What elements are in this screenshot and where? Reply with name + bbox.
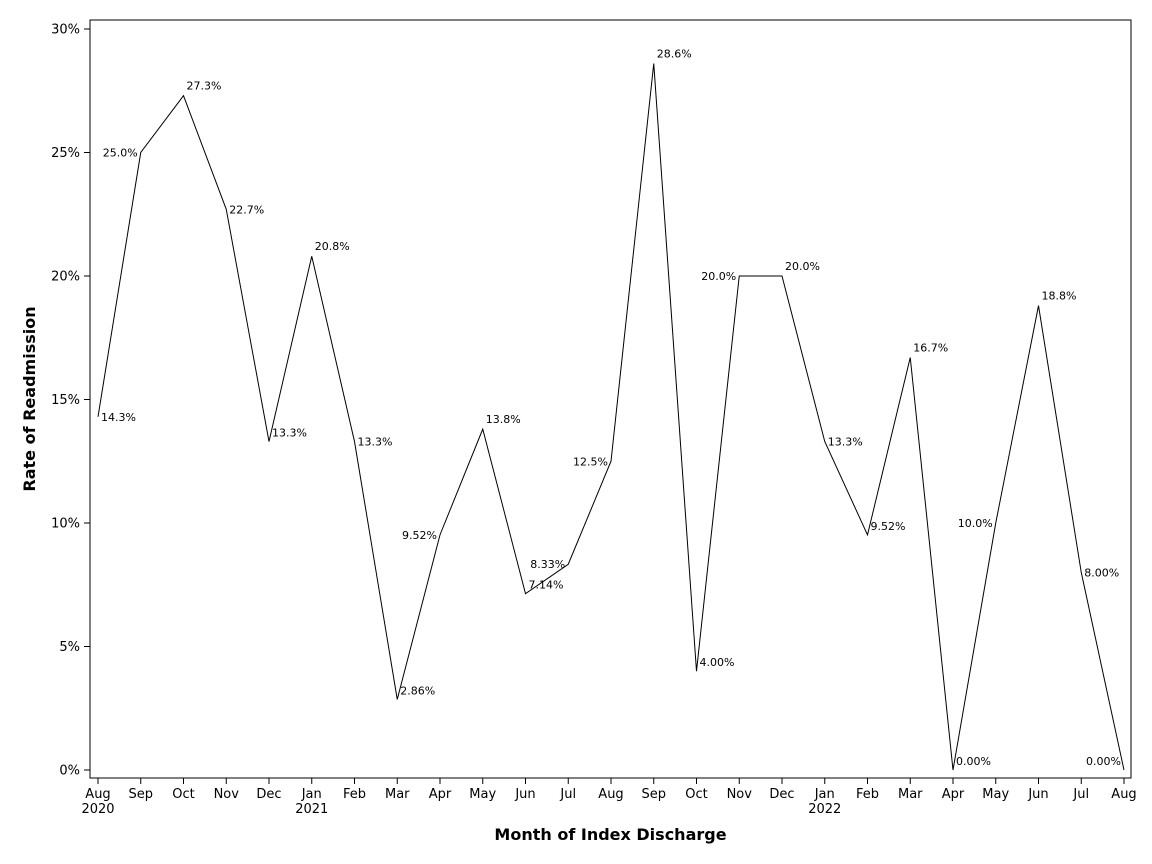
- y-tick-label: 15%: [51, 393, 80, 408]
- y-axis-title: Rate of Readmission: [20, 306, 39, 491]
- x-axis-title: Month of Index Discharge: [494, 825, 726, 844]
- x-tick-label: Jul: [1072, 787, 1089, 802]
- data-label: 13.3%: [828, 435, 863, 448]
- plot-area-frame: [89, 19, 1132, 779]
- x-tick-label: Jun: [1027, 787, 1048, 802]
- y-tick-label: 0%: [59, 764, 80, 779]
- x-tick-label: Nov: [727, 787, 753, 802]
- series-line: [97, 63, 1125, 771]
- x-tick-label: Jul: [559, 787, 576, 802]
- data-label: 9.52%: [402, 529, 437, 542]
- data-label: 9.52%: [871, 520, 906, 533]
- x-tick-label: Dec: [256, 787, 281, 802]
- x-tick-label: Oct: [172, 787, 194, 802]
- data-label: 8.00%: [1084, 566, 1119, 579]
- data-label: 20.0%: [785, 260, 820, 273]
- data-label: 8.33%: [530, 558, 565, 571]
- data-label: 10.0%: [958, 517, 993, 530]
- x-tick-label: Dec: [769, 787, 794, 802]
- x-tick-label: Jan: [814, 787, 835, 802]
- x-tick-label: Mar: [898, 787, 923, 802]
- data-label: 13.3%: [358, 435, 393, 448]
- x-tick-label: Aug: [85, 787, 110, 802]
- data-label: 14.3%: [101, 411, 136, 424]
- data-label: 28.6%: [657, 48, 692, 61]
- data-label: 25.0%: [103, 147, 138, 160]
- data-label: 20.8%: [315, 240, 350, 253]
- data-label: 18.8%: [1042, 290, 1077, 303]
- y-tick-label: 20%: [51, 270, 80, 285]
- x-tick-label: Oct: [685, 787, 707, 802]
- y-axis: 0% 5% 10% 15% 20% 25% 30%: [51, 23, 90, 779]
- x-tick-label: Jan: [301, 787, 322, 802]
- data-label: 0.00%: [956, 755, 991, 768]
- x-tick-label: Sep: [641, 787, 666, 802]
- data-label: 7.14%: [529, 579, 564, 592]
- x-tick-label: Aug: [1111, 787, 1136, 802]
- y-tick-label: 30%: [51, 23, 80, 38]
- x-tick-label: Feb: [856, 787, 879, 802]
- data-labels: 14.3% 25.0% 27.3% 22.7% 13.3% 20.8% 13.3% 2.86%…: [101, 48, 1121, 768]
- data-label: 13.3%: [272, 426, 307, 439]
- x-year-label: 2021: [295, 802, 328, 817]
- x-tick-label: Mar: [385, 787, 410, 802]
- x-tick-label: Apr: [429, 787, 452, 802]
- x-tick-label: Feb: [343, 787, 366, 802]
- x-tick-label: Apr: [942, 787, 965, 802]
- y-tick-label: 5%: [59, 640, 80, 655]
- x-tick-label: Jun: [514, 787, 535, 802]
- data-label: 27.3%: [187, 80, 222, 93]
- data-label: 0.00%: [1086, 755, 1121, 768]
- x-tick-label: Nov: [214, 787, 240, 802]
- x-year-label: 2022: [808, 802, 841, 817]
- x-tick-label: Aug: [598, 787, 623, 802]
- data-label: 13.8%: [486, 413, 521, 426]
- data-label: 12.5%: [573, 455, 608, 468]
- data-label: 20.0%: [701, 270, 736, 283]
- data-label: 4.00%: [700, 656, 735, 669]
- x-tick-label: May: [982, 787, 1009, 802]
- y-tick-label: 25%: [51, 146, 80, 161]
- x-tick-label: Sep: [128, 787, 153, 802]
- y-tick-label: 10%: [51, 517, 80, 532]
- data-label: 16.7%: [913, 342, 948, 355]
- data-label: 2.86%: [400, 684, 435, 697]
- x-year-label: 2020: [81, 802, 114, 817]
- x-tick-label: May: [469, 787, 496, 802]
- data-label: 22.7%: [229, 203, 264, 216]
